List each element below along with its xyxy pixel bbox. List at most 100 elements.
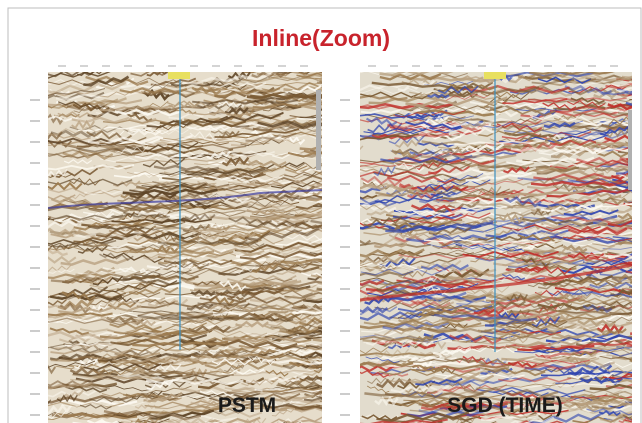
reflector [63, 159, 93, 165]
reflector [271, 180, 322, 189]
reflector [436, 275, 481, 284]
reflector [230, 135, 291, 147]
reflector [618, 416, 632, 423]
reflector [48, 412, 121, 421]
reflector [248, 219, 306, 229]
reflector [592, 348, 632, 353]
reflector [411, 90, 475, 100]
reflector [360, 310, 423, 321]
reflector [48, 131, 63, 141]
reflector [438, 226, 537, 234]
reflector [239, 250, 322, 261]
reflector [398, 253, 508, 261]
reflector [211, 358, 252, 366]
reflector [360, 132, 419, 141]
reflector [449, 146, 533, 156]
reflector [440, 409, 537, 419]
reflector [245, 220, 309, 228]
reflector [262, 104, 299, 112]
reflector [586, 408, 632, 416]
reflector [543, 121, 576, 129]
reflector [48, 381, 93, 390]
reflector [100, 157, 185, 165]
reflector [510, 146, 576, 154]
reflector [194, 353, 284, 359]
reflector [166, 238, 262, 247]
reflector [199, 120, 279, 131]
reflector [186, 303, 214, 311]
reflector [360, 204, 390, 211]
reflector [306, 283, 322, 288]
reflector [181, 72, 272, 85]
reflector [48, 410, 67, 420]
reflector [60, 257, 129, 266]
reflector [615, 169, 632, 175]
reflector [420, 403, 484, 411]
reflector [210, 130, 235, 136]
reflector [241, 394, 314, 404]
reflector [626, 266, 632, 269]
reflector [97, 384, 151, 392]
reflector [192, 416, 261, 423]
reflector [618, 356, 632, 360]
reflector [530, 266, 572, 275]
reflector [502, 273, 526, 281]
reflector [287, 306, 322, 313]
reflector [129, 248, 215, 255]
reflector [133, 172, 166, 179]
reflector [546, 124, 601, 132]
reflector [418, 308, 458, 317]
reflector [102, 252, 166, 264]
reflector [299, 247, 322, 251]
reflector [194, 162, 263, 166]
reflector [535, 116, 632, 123]
reflector [567, 178, 632, 186]
reflector [419, 212, 491, 224]
reflector [593, 91, 631, 99]
reflector [360, 364, 395, 373]
reflector [172, 352, 262, 360]
reflector [305, 343, 322, 349]
reflector [477, 162, 535, 170]
reflector [360, 81, 407, 91]
reflector [533, 172, 626, 181]
reflector [590, 395, 632, 403]
reflector [523, 262, 577, 271]
reflector [588, 253, 632, 258]
reflector [304, 389, 322, 399]
reflector [528, 347, 632, 357]
reflector [128, 286, 179, 295]
reflector [210, 82, 267, 89]
reflector [602, 75, 632, 82]
reflector [616, 87, 632, 94]
reflector [48, 360, 96, 368]
reflector [405, 121, 462, 130]
reflector [64, 275, 113, 284]
reflector [110, 338, 217, 347]
reflector [360, 202, 397, 213]
reflector [535, 345, 586, 353]
reflector [391, 128, 461, 137]
reflector [502, 98, 568, 105]
reflector [101, 392, 156, 399]
reflector [433, 81, 494, 93]
reflector [360, 222, 387, 229]
reflector [50, 348, 133, 355]
reflector [48, 312, 113, 317]
reflector [415, 302, 495, 312]
reflector [241, 198, 289, 209]
reflector [396, 358, 486, 367]
reflector [519, 235, 626, 244]
reflector [214, 128, 300, 139]
reflector [489, 189, 586, 199]
reflector [585, 147, 632, 153]
reflector [369, 251, 474, 258]
reflector [232, 232, 256, 239]
reflector [548, 283, 611, 292]
reflector [70, 375, 157, 382]
reflector [83, 363, 162, 371]
reflector [363, 215, 403, 228]
reflector [252, 101, 322, 109]
